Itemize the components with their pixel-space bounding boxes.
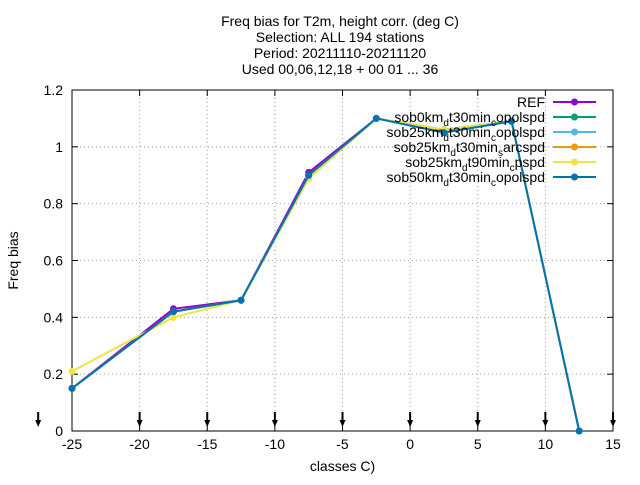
title-line: Freq bias for T2m, height corr. (deg C) [221, 13, 459, 29]
title-line: Used 00,06,12,18 + 00 01 ... 36 [242, 61, 439, 77]
x-tick-label: -5 [336, 436, 349, 452]
title-line: Selection: ALL 194 stations [256, 29, 424, 45]
bottom-marker [35, 412, 42, 427]
x-axis-label: classes C) [310, 458, 375, 474]
legend-label: REF [517, 94, 545, 110]
y-tick-label: 1 [55, 139, 63, 155]
series-line [71, 117, 581, 432]
legend-label: sob0kmdt30mincopolspd [394, 109, 545, 129]
y-tick-label: 0 [55, 423, 63, 439]
legend-marker [571, 173, 578, 181]
x-tick-label: -15 [197, 436, 217, 452]
x-tick-label: 5 [474, 436, 482, 452]
data-point [575, 427, 583, 435]
bottom-marker [542, 412, 549, 427]
legend-marker [571, 128, 578, 136]
data-point [440, 129, 448, 137]
x-tick-label: 10 [538, 436, 554, 452]
legend-marker [571, 98, 578, 106]
data-point [68, 384, 76, 392]
data-point [305, 171, 313, 179]
legend-label: sob50kmdt30mincopolspd [387, 169, 545, 189]
bottom-marker [610, 412, 616, 427]
y-axis-label: Freq bias [5, 231, 21, 289]
y-tick-label: 0.8 [44, 196, 64, 212]
data-point [169, 313, 177, 321]
bottom-marker [136, 412, 143, 427]
title-line: Period: 20211110-20211120 [254, 45, 427, 61]
legend: REFsob0kmdt30mincopolspdsob25kmdt30minco… [387, 94, 596, 189]
bottom-marker [271, 412, 278, 427]
y-tick-label: 0.4 [44, 309, 64, 325]
bottom-marker [474, 412, 481, 427]
series-lines [68, 114, 583, 435]
axis-ticks: -25 -20 -15 -10 -5 0 5 10 15 0 0.2 0.4 0.6 0.8 1 1.2 [44, 82, 621, 452]
x-tick-label: -25 [62, 436, 82, 452]
bottom-marker [339, 412, 346, 427]
legend-marker [571, 158, 578, 166]
y-tick-label: 0.6 [44, 253, 64, 269]
bottom-marker [204, 412, 211, 427]
data-point [68, 367, 76, 375]
data-point [169, 308, 177, 316]
chart-title: Freq bias for T2m, height corr. (deg C)S… [221, 13, 459, 77]
legend-label: sob25kmdt30minsarcspd [394, 139, 545, 159]
data-point [372, 114, 380, 122]
x-tick-label: -20 [130, 436, 150, 452]
data-point [508, 117, 516, 125]
series-5 [68, 114, 583, 435]
data-point [237, 296, 245, 304]
legend-marker [571, 143, 578, 151]
bottom-markers [35, 412, 616, 427]
legend-marker [571, 113, 578, 121]
x-tick-label: 15 [605, 436, 621, 452]
y-tick-label: 1.2 [44, 82, 64, 98]
legend-label: sob25kmdt90mincpspd [405, 154, 545, 174]
x-tick-label: 0 [406, 436, 414, 452]
y-tick-label: 0.2 [44, 366, 64, 382]
x-tick-label: -10 [265, 436, 285, 452]
legend-label: sob25kmdt30mincopolspd [387, 124, 545, 144]
bottom-marker [407, 412, 414, 427]
